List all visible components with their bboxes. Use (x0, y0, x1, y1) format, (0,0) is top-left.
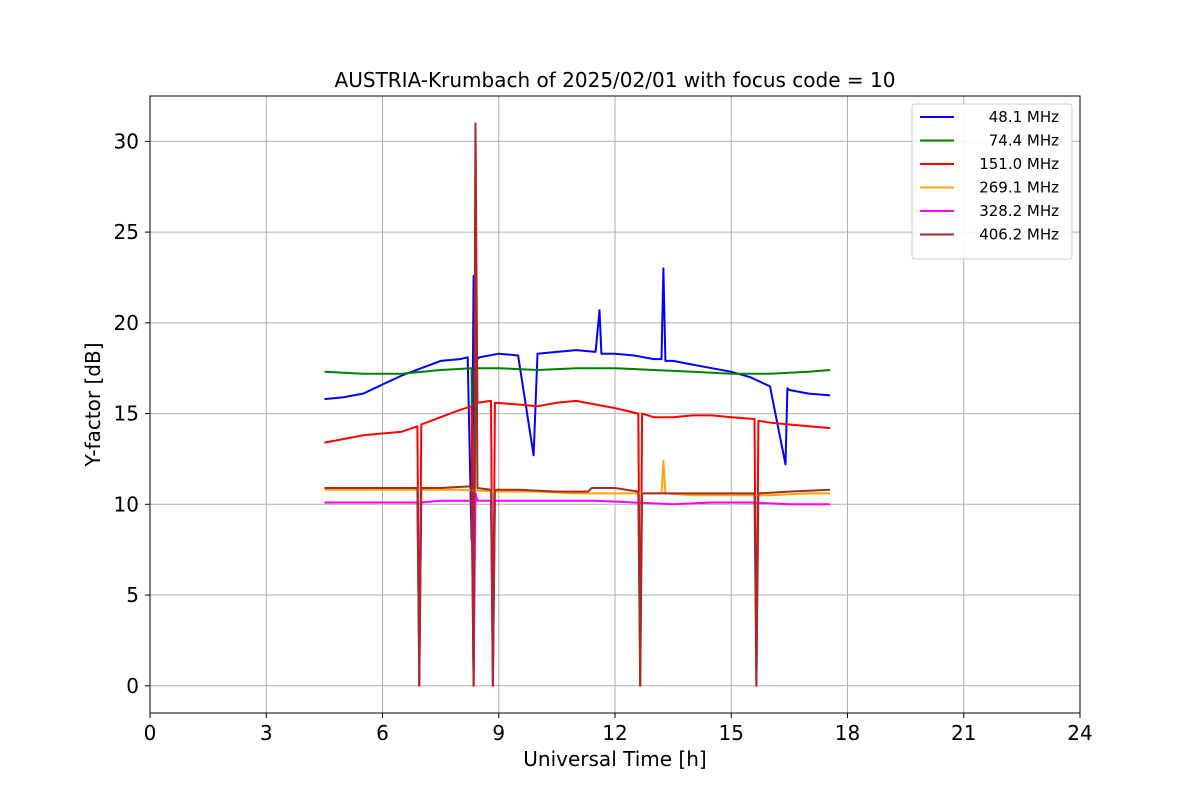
y-axis-ticks: 0 5 10 15 20 25 30 (114, 129, 150, 698)
y-tick-label: 15 (114, 402, 139, 426)
x-axis-ticks: 0 3 6 9 12 15 18 21 24 (144, 713, 1093, 745)
x-tick-label: 18 (835, 721, 860, 745)
y-tick-label: 30 (114, 129, 139, 153)
x-tick-label: 12 (602, 721, 627, 745)
legend-label: 269.1 MHz (979, 179, 1059, 197)
x-tick-label: 24 (1067, 721, 1092, 745)
x-tick-label: 3 (260, 721, 273, 745)
x-tick-label: 0 (144, 721, 157, 745)
y-axis-label: Y-factor [dB] (81, 342, 105, 467)
legend-label: 328.2 MHz (979, 202, 1059, 220)
y-tick-label: 25 (114, 220, 139, 244)
chart-title: AUSTRIA-Krumbach of 2025/02/01 with focu… (335, 68, 896, 92)
x-tick-label: 15 (719, 721, 744, 745)
y-tick-label: 5 (126, 583, 139, 607)
legend-label: 48.1 MHz (989, 108, 1059, 126)
legend-label: 74.4 MHz (989, 132, 1059, 150)
legend: 48.1 MHz 74.4 MHz 151.0 MHz 269.1 MHz 32… (911, 103, 1073, 260)
legend-label: 151.0 MHz (979, 155, 1059, 173)
series-lines (324, 122, 831, 687)
legend-box (911, 103, 1073, 260)
y-tick-label: 10 (114, 492, 139, 516)
series-line (324, 122, 831, 687)
x-tick-label: 9 (492, 721, 505, 745)
y-tick-label: 0 (126, 674, 139, 698)
x-tick-label: 21 (951, 721, 976, 745)
x-axis-label: Universal Time [h] (523, 747, 706, 771)
legend-label: 406.2 MHz (979, 226, 1059, 244)
y-tick-label: 20 (114, 311, 139, 335)
x-tick-label: 6 (376, 721, 389, 745)
series-line (324, 367, 831, 687)
